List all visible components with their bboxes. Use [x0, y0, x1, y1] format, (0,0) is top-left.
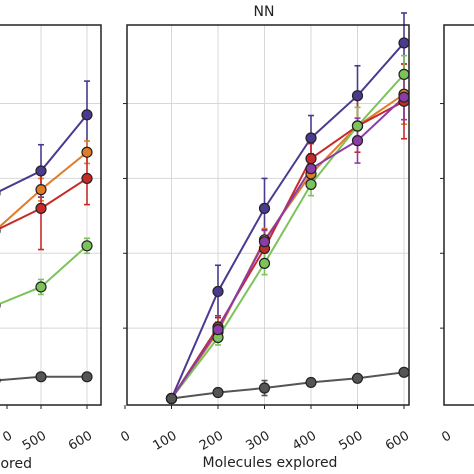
middle-panel: NN 0 100 200 300 400 500 600 Molecules explore… [118, 4, 412, 471]
data-point [35, 202, 47, 214]
data-point [81, 240, 93, 252]
data-point [258, 202, 271, 214]
x-tick-label: 100 [150, 428, 179, 453]
series-line [171, 371, 405, 400]
x-tick-label: 0 [0, 428, 15, 445]
data-point [35, 371, 47, 383]
right-panel-xticks: 0 [439, 428, 454, 445]
data-point [212, 324, 224, 336]
x-tick-label: 400 [290, 428, 319, 453]
middle-panel-xlabel: Molecules explored [203, 455, 338, 471]
left-panel-xticks: 0 500 600 [0, 405, 95, 454]
series-line [170, 96, 405, 400]
data-point [305, 376, 317, 389]
data-point [351, 372, 364, 384]
data-point [81, 109, 93, 121]
x-tick-label: 300 [243, 428, 272, 453]
data-point [81, 146, 93, 158]
middle-panel-title: NN [254, 4, 275, 20]
left-panel-xlabel: ...ored [0, 456, 32, 472]
data-point [258, 382, 271, 394]
data-point [305, 163, 317, 175]
x-tick-label: 600 [66, 428, 95, 453]
data-point [398, 366, 410, 378]
data-point [35, 184, 47, 196]
data-point [81, 371, 93, 383]
x-tick-label: 0 [118, 428, 133, 445]
x-tick-label: 500 [20, 428, 49, 453]
data-point [305, 132, 317, 144]
left-panel-frame [0, 24, 102, 406]
data-point [398, 68, 410, 80]
series-line [170, 42, 405, 399]
series-line [0, 245, 88, 305]
data-point [212, 285, 224, 298]
data-point [35, 281, 47, 293]
data-point [398, 91, 410, 103]
series-line [170, 73, 405, 400]
x-tick-label: 0 [439, 428, 454, 445]
middle-panel-series [165, 12, 410, 405]
data-point [351, 120, 364, 132]
data-point [351, 135, 364, 147]
middle-panel-frame [126, 24, 410, 406]
data-point [305, 178, 317, 191]
data-point [258, 236, 271, 248]
x-tick-label: 200 [197, 428, 226, 453]
left-panel: 0 500 600 ...ored [0, 24, 102, 472]
left-panel-grid [0, 25, 101, 405]
middle-panel-xticks: 0 100 200 300 400 500 600 [118, 405, 412, 454]
data-point [398, 37, 410, 49]
data-point [258, 257, 271, 269]
right-panel-frame [443, 24, 474, 406]
data-point [35, 165, 47, 177]
middle-panel-grid [127, 25, 409, 405]
data-point [212, 386, 224, 399]
x-tick-label: 600 [383, 428, 412, 453]
x-tick-label: 500 [336, 428, 365, 453]
data-point [305, 152, 317, 165]
data-point [351, 90, 364, 102]
right-panel: 0 [439, 24, 474, 446]
data-point [165, 392, 178, 405]
series-line [0, 114, 88, 193]
left-panel-series [0, 80, 93, 384]
data-point [81, 172, 93, 185]
